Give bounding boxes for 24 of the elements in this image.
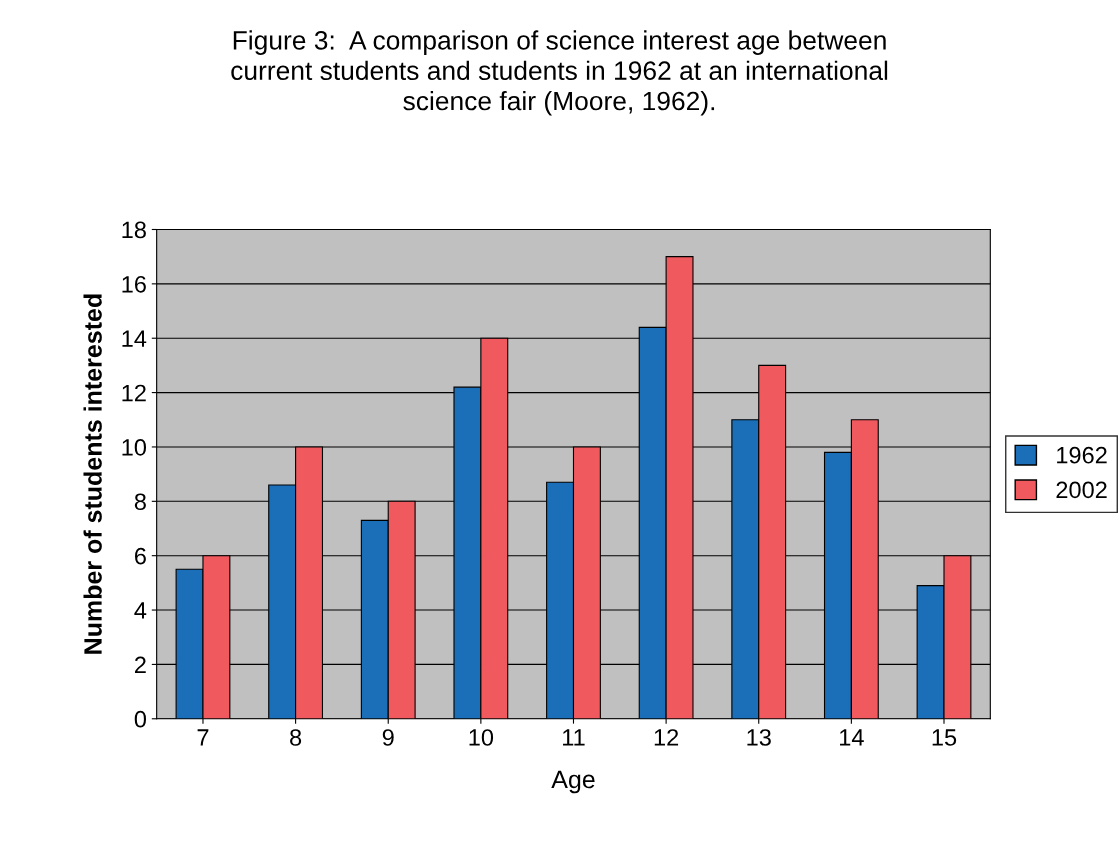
x-tick-label: 11	[563, 729, 585, 746]
y-axis-title: Number of students interested	[83, 294, 102, 654]
x-tick-label: 10	[469, 729, 494, 746]
y-tick-label: 2	[135, 656, 146, 673]
chart-title: Figure 3: A comparison of science interest age between current students and students in 1962 at an international science fair (Moore, 1962).	[231, 30, 888, 116]
y-tick-label: 0	[134, 710, 147, 728]
x-tick-label: 9	[382, 729, 394, 746]
x-axis-title: Age	[551, 770, 595, 794]
y-tick-label: 10	[122, 439, 147, 456]
y-tick-label: 12	[122, 384, 146, 402]
legend-label: 1962	[1057, 446, 1107, 464]
x-tick-label: 8	[290, 729, 302, 746]
legend-label: 2002	[1056, 481, 1107, 499]
x-tick-label: 7	[197, 729, 209, 746]
y-tick-label: 14	[122, 330, 147, 347]
x-tick-label: 13	[747, 729, 771, 746]
x-tick-label: 14	[840, 729, 864, 746]
y-tick-label: 8	[134, 493, 146, 511]
y-tick-label: 16	[122, 275, 146, 293]
y-tick-label: 18	[122, 221, 146, 239]
x-tick-label: 12	[654, 729, 679, 746]
x-tick-label: 15	[932, 729, 957, 746]
y-tick-label: 6	[135, 547, 146, 565]
y-tick-label: 4	[134, 602, 147, 619]
